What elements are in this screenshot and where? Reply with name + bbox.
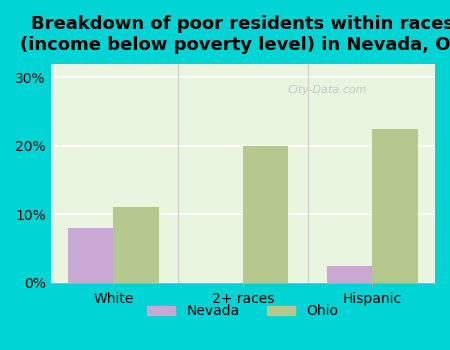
- Bar: [372, 129, 418, 283]
- Bar: [327, 266, 372, 283]
- Text: City-Data.com: City-Data.com: [288, 85, 367, 95]
- Bar: [68, 228, 113, 283]
- Bar: [243, 146, 288, 283]
- Title: Breakdown of poor residents within races
(income below poverty level) in Nevada,: Breakdown of poor residents within races…: [20, 15, 450, 54]
- Bar: [113, 208, 159, 283]
- Legend: Nevada, Ohio: Nevada, Ohio: [142, 299, 344, 324]
